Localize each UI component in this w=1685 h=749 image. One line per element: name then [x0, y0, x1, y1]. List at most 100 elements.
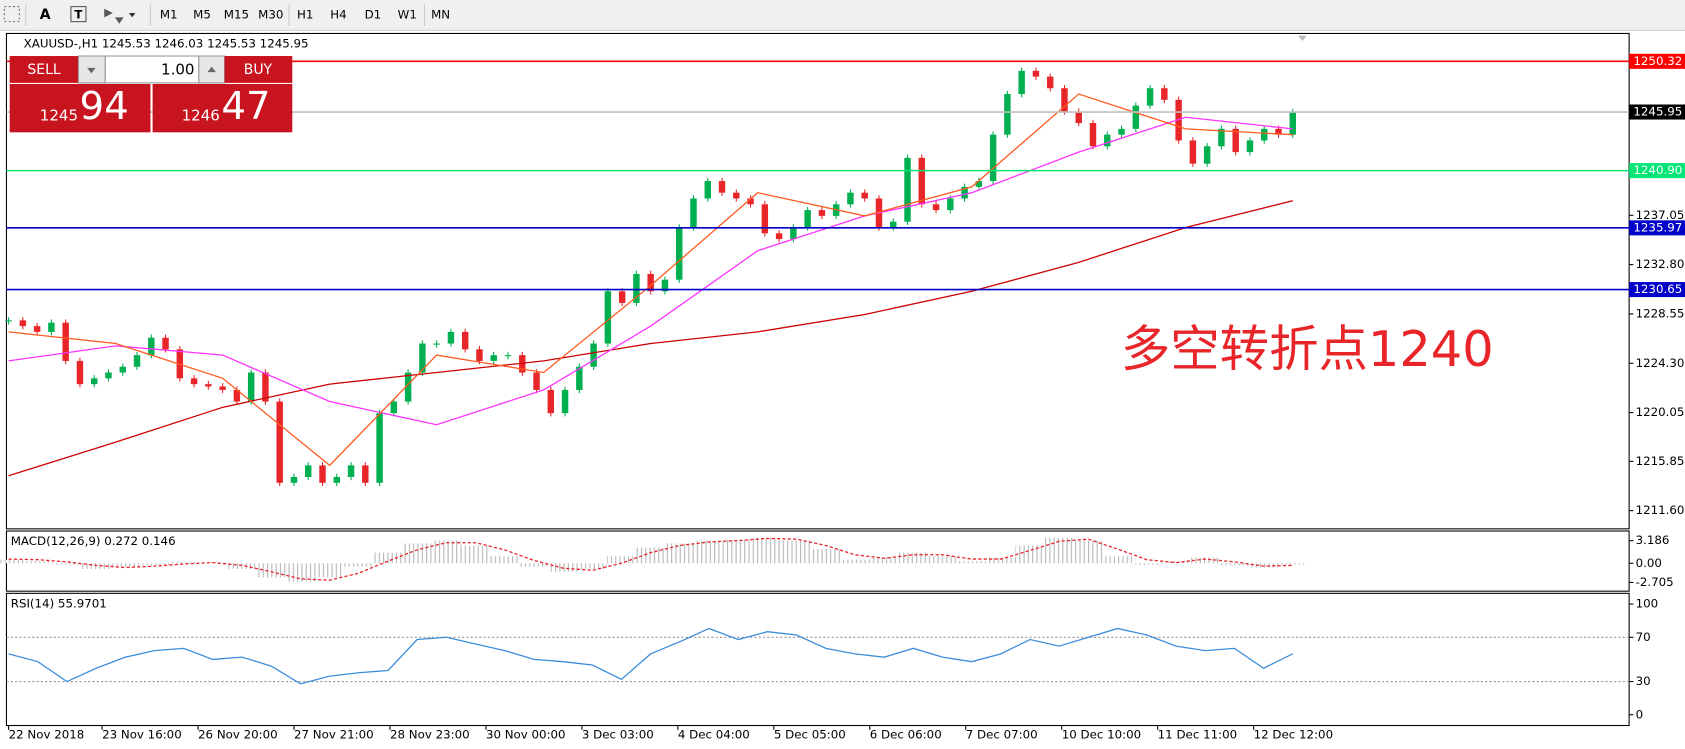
macd-bar	[811, 549, 841, 564]
macd-bar	[256, 563, 286, 578]
macd-bar	[1103, 556, 1133, 564]
x-tick-label: 22 Nov 2018	[9, 728, 85, 742]
x-tick-label: 26 Nov 20:00	[198, 728, 278, 742]
candle	[5, 320, 12, 322]
candle	[1161, 88, 1168, 100]
macd-bar	[431, 540, 461, 564]
text-tool[interactable]: A	[40, 7, 51, 23]
y-tick-label: -2.705	[1636, 575, 1674, 589]
macd-bar	[1190, 557, 1220, 564]
macd-bar	[665, 543, 695, 564]
candle	[1246, 140, 1254, 153]
macd-bar	[986, 557, 1016, 564]
ask-prefix[interactable]: 1246	[182, 107, 220, 125]
candle	[775, 233, 783, 240]
candle	[1032, 70, 1040, 77]
candle	[661, 279, 669, 292]
macd-bar	[402, 543, 432, 564]
candle	[1104, 134, 1111, 147]
label-tool[interactable]: T	[74, 8, 82, 22]
label-tool-frame	[70, 6, 87, 23]
bid-prefix[interactable]: 1245	[40, 107, 78, 125]
macd-bar	[606, 556, 637, 564]
ask-box[interactable]	[152, 83, 293, 133]
candle	[148, 337, 155, 356]
buy-button[interactable]	[224, 56, 293, 83]
candle	[647, 273, 654, 292]
trade-panel: SELL 1.00 BUY 1245 94 1246 47	[9, 55, 293, 133]
macd-bar	[782, 540, 812, 564]
timeframe-button[interactable]: H1	[297, 8, 313, 22]
menu-icon[interactable]	[3, 6, 20, 23]
candle	[747, 198, 754, 205]
candle	[461, 331, 469, 350]
timeframe-button[interactable]: M30	[258, 8, 283, 22]
candle	[790, 227, 797, 240]
macd-bar	[1278, 563, 1308, 565]
y-tick-label: 70	[1636, 630, 1651, 644]
price-level-box	[1629, 220, 1685, 236]
macd-bar	[373, 552, 403, 564]
timeframe-button[interactable]: H4	[330, 8, 346, 22]
candle	[1203, 146, 1211, 164]
macd-bar	[752, 537, 783, 564]
bid-box[interactable]	[9, 83, 151, 133]
y-tick-label: 1224.30	[1636, 356, 1685, 370]
price-level-box	[1629, 282, 1685, 298]
candle	[1118, 128, 1125, 135]
candle	[1004, 94, 1011, 135]
candle	[704, 181, 711, 199]
price-level-box	[1629, 104, 1685, 120]
candle	[62, 322, 69, 361]
timeframe-button[interactable]: W1	[398, 8, 417, 22]
macd-bar	[1015, 545, 1045, 564]
candle	[133, 355, 141, 367]
x-tick-label: 5 Dec 05:00	[774, 728, 846, 742]
x-tick-label: 12 Dec 12:00	[1254, 728, 1333, 742]
timeframe-button[interactable]: M5	[193, 8, 211, 22]
macd-bar	[1219, 563, 1249, 566]
candle	[718, 181, 726, 193]
bid-pips[interactable]: 94	[80, 84, 129, 129]
ask-pips[interactable]: 47	[221, 84, 270, 129]
sell-label[interactable]: SELL	[27, 62, 60, 78]
sell-button[interactable]	[9, 56, 79, 83]
lot-input[interactable]	[104, 55, 200, 84]
pane-title: MACD(12,26,9) 0.272 0.146	[11, 534, 176, 548]
timeframe-button[interactable]: M1	[160, 8, 178, 22]
x-tick-label: 11 Dec 11:00	[1158, 728, 1237, 742]
y-tick-label: 1211.60	[1636, 503, 1685, 517]
pane-frame	[5, 32, 1630, 530]
macd-bar	[636, 547, 666, 564]
candle	[290, 476, 298, 483]
timeframe-button[interactable]: D1	[365, 8, 382, 22]
candle	[989, 134, 997, 182]
macd-bar	[460, 545, 491, 564]
candle	[932, 204, 940, 211]
timeframe-button[interactable]: MN	[431, 8, 450, 22]
objects-tool[interactable]	[104, 8, 136, 24]
macd-bar	[957, 561, 987, 564]
macd-bar	[694, 540, 724, 564]
toolbar	[0, 0, 1685, 31]
macd-bar	[0, 559, 24, 564]
candle	[804, 210, 811, 228]
candle	[1089, 123, 1097, 147]
x-tick-label: 4 Dec 04:00	[678, 728, 750, 742]
candle	[547, 389, 555, 414]
y-tick-label: 1220.05	[1636, 405, 1685, 419]
lot-value[interactable]: 1.00	[161, 60, 194, 78]
candle	[433, 343, 440, 345]
candle	[1189, 140, 1197, 164]
timeframe-button[interactable]: M15	[224, 8, 249, 22]
candle	[33, 326, 41, 332]
macd-bar	[315, 563, 345, 578]
candle	[1275, 128, 1282, 135]
macd-bar	[723, 539, 753, 564]
buy-label[interactable]: BUY	[244, 62, 273, 78]
x-tick-label: 7 Dec 07:00	[966, 728, 1038, 742]
candle	[1132, 105, 1140, 129]
x-tick-label: 30 Nov 00:00	[486, 728, 566, 742]
candle	[1232, 128, 1239, 153]
macd-bar	[1044, 537, 1074, 564]
